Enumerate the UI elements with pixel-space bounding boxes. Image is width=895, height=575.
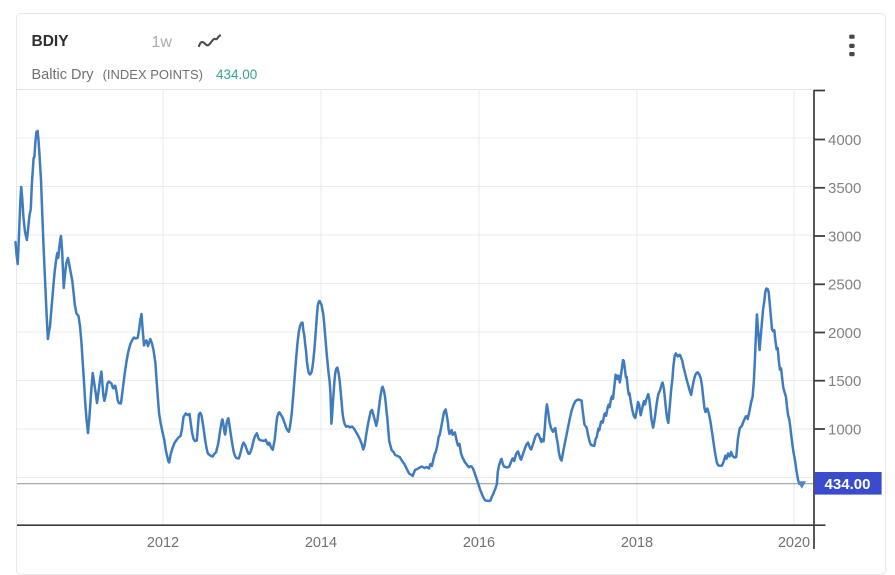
svg-text:3500: 3500 — [828, 180, 861, 197]
svg-text:2014: 2014 — [305, 535, 337, 551]
svg-text:2016: 2016 — [463, 535, 495, 551]
svg-text:1500: 1500 — [828, 373, 861, 390]
svg-text:4000: 4000 — [828, 132, 861, 149]
svg-text:2018: 2018 — [621, 535, 653, 551]
svg-text:2500: 2500 — [828, 277, 861, 294]
svg-text:2000: 2000 — [828, 325, 861, 342]
svg-text:2020: 2020 — [778, 535, 810, 551]
svg-text:434.00: 434.00 — [825, 476, 871, 493]
svg-text:2012: 2012 — [147, 535, 179, 551]
svg-text:1000: 1000 — [828, 421, 861, 438]
svg-text:3000: 3000 — [828, 228, 861, 245]
